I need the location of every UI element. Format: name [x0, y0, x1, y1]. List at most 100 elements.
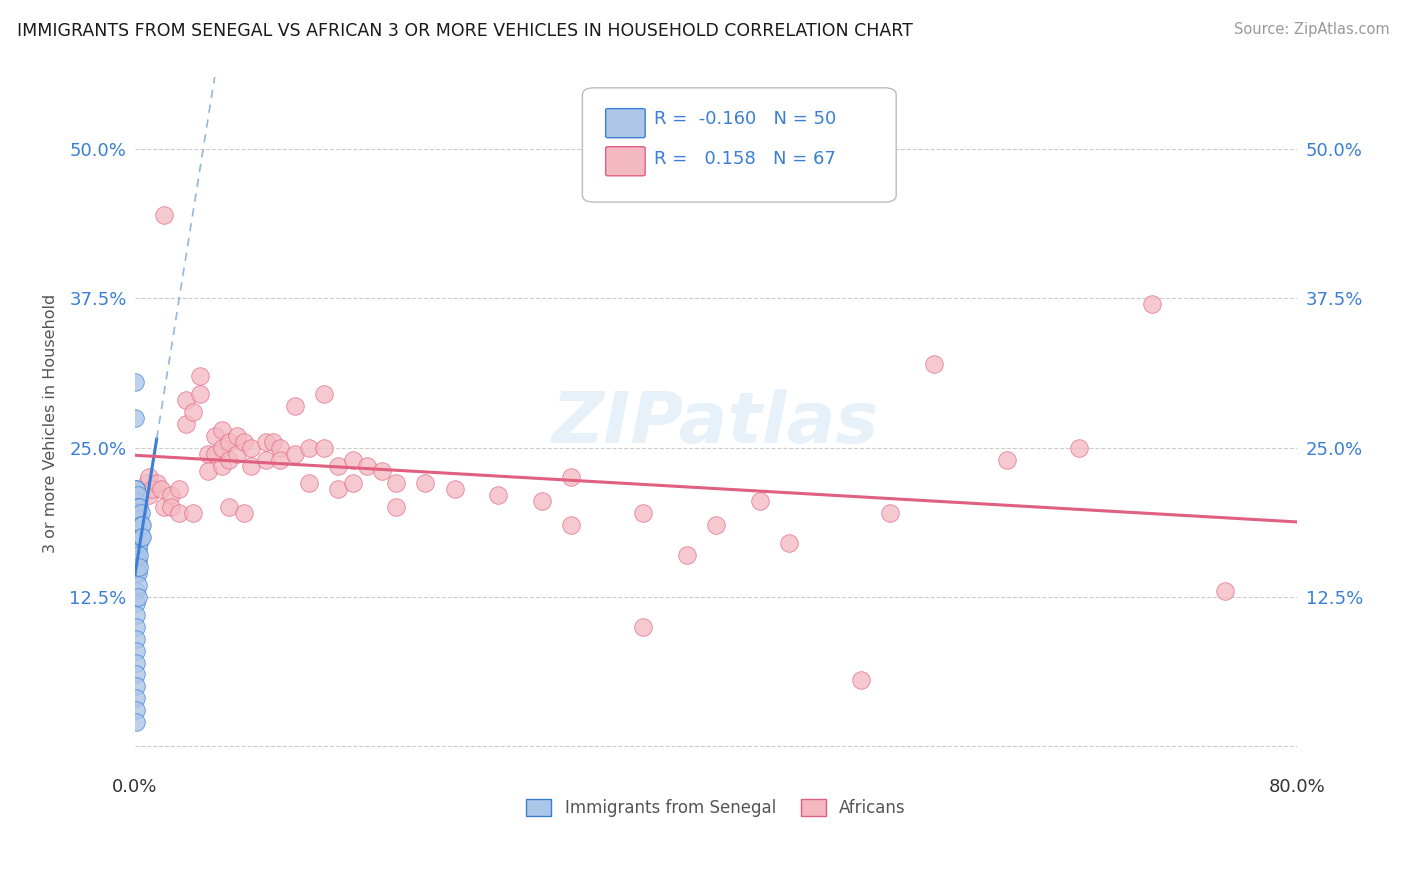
Point: [197, 465, 219, 479]
Point: [530, 494, 553, 508]
Point: [125, 554, 148, 568]
Point: [125, 680, 148, 694]
Point: [328, 458, 350, 473]
Point: [125, 667, 148, 681]
Point: [197, 446, 219, 460]
Point: [127, 542, 149, 557]
Point: [128, 500, 150, 515]
Point: [125, 607, 148, 622]
Point: [128, 512, 150, 526]
FancyBboxPatch shape: [606, 109, 645, 137]
Point: [211, 423, 233, 437]
FancyBboxPatch shape: [606, 146, 645, 176]
Point: [141, 483, 163, 497]
Point: [1069, 441, 1091, 455]
Point: [204, 428, 226, 442]
Point: [135, 476, 157, 491]
Text: ZIPatlas: ZIPatlas: [553, 389, 880, 458]
Point: [269, 441, 291, 455]
Point: [128, 548, 150, 562]
Point: [269, 452, 291, 467]
Point: [225, 446, 247, 460]
Point: [262, 434, 284, 449]
Point: [174, 417, 197, 431]
Point: [225, 428, 247, 442]
Point: [167, 483, 190, 497]
Point: [150, 483, 173, 497]
Point: [129, 530, 152, 544]
Point: [342, 476, 364, 491]
Legend: Immigrants from Senegal, Africans: Immigrants from Senegal, Africans: [520, 792, 912, 824]
Point: [371, 465, 394, 479]
Point: [125, 548, 148, 562]
Point: [443, 483, 465, 497]
Point: [211, 458, 233, 473]
Point: [188, 387, 211, 401]
Point: [995, 452, 1018, 467]
Point: [254, 452, 277, 467]
Point: [125, 518, 148, 533]
Point: [218, 500, 240, 515]
Point: [125, 566, 148, 580]
Point: [125, 536, 148, 550]
Point: [211, 441, 233, 455]
Point: [232, 434, 254, 449]
Point: [131, 530, 153, 544]
Point: [127, 530, 149, 544]
Text: IMMIGRANTS FROM SENEGAL VS AFRICAN 3 OR MORE VEHICLES IN HOUSEHOLD CORRELATION C: IMMIGRANTS FROM SENEGAL VS AFRICAN 3 OR …: [17, 22, 912, 40]
Point: [127, 578, 149, 592]
Point: [125, 632, 148, 646]
Point: [356, 458, 378, 473]
Point: [633, 620, 655, 634]
Point: [188, 368, 211, 383]
Point: [181, 405, 204, 419]
Point: [218, 434, 240, 449]
Point: [415, 476, 437, 491]
Point: [125, 483, 148, 497]
Point: [204, 446, 226, 460]
Point: [240, 458, 263, 473]
Point: [125, 530, 148, 544]
Point: [125, 483, 148, 497]
Point: [153, 500, 176, 515]
Point: [218, 452, 240, 467]
Point: [153, 208, 176, 222]
Point: [851, 673, 873, 688]
Point: [128, 524, 150, 538]
Point: [328, 483, 350, 497]
Point: [312, 441, 335, 455]
Point: [125, 691, 148, 706]
Point: [254, 434, 277, 449]
Point: [633, 506, 655, 520]
Point: [125, 512, 148, 526]
Y-axis label: 3 or more Vehicles in Household: 3 or more Vehicles in Household: [44, 294, 58, 553]
Point: [160, 500, 183, 515]
Point: [181, 506, 204, 520]
Text: R =   0.158   N = 67: R = 0.158 N = 67: [654, 150, 837, 169]
Point: [127, 488, 149, 502]
Point: [127, 566, 149, 580]
Point: [125, 494, 148, 508]
Point: [385, 476, 408, 491]
Point: [129, 506, 152, 520]
Point: [748, 494, 770, 508]
Point: [560, 518, 582, 533]
Point: [1140, 297, 1163, 311]
Point: [125, 560, 148, 574]
Point: [312, 387, 335, 401]
Point: [127, 590, 149, 604]
Point: [385, 500, 408, 515]
Point: [138, 488, 160, 502]
Point: [125, 715, 148, 730]
Point: [128, 560, 150, 574]
Point: [167, 506, 190, 520]
FancyBboxPatch shape: [582, 87, 896, 202]
Point: [240, 441, 263, 455]
Text: R =  -0.160   N = 50: R = -0.160 N = 50: [654, 110, 837, 128]
Point: [129, 518, 152, 533]
Point: [127, 518, 149, 533]
Point: [125, 542, 148, 557]
Point: [131, 518, 153, 533]
Point: [704, 518, 727, 533]
Point: [342, 452, 364, 467]
